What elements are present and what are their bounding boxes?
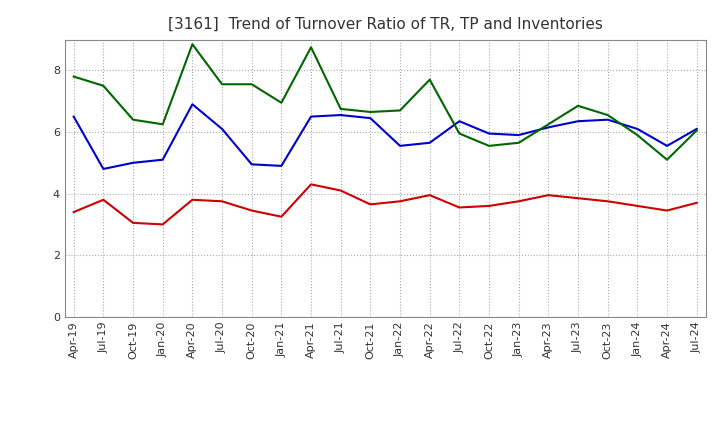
Inventories (574, 103, 582, 108)
Line: Inventories: Inventories (73, 44, 697, 160)
Trade Payables (248, 161, 256, 167)
Inventories (248, 81, 256, 87)
Trade Receivables (336, 188, 345, 193)
Line: Trade Receivables: Trade Receivables (73, 184, 697, 224)
Trade Payables (217, 126, 226, 132)
Inventories (217, 81, 226, 87)
Trade Receivables (188, 197, 197, 202)
Trade Receivables (603, 198, 612, 204)
Trade Receivables (396, 198, 405, 204)
Inventories (336, 106, 345, 111)
Trade Receivables (69, 209, 78, 215)
Trade Receivables (277, 214, 286, 219)
Inventories (455, 131, 464, 136)
Trade Receivables (129, 220, 138, 225)
Trade Receivables (485, 203, 493, 209)
Trade Payables (307, 114, 315, 119)
Inventories (396, 108, 405, 113)
Inventories (277, 100, 286, 105)
Inventories (129, 117, 138, 122)
Line: Trade Payables: Trade Payables (73, 104, 697, 169)
Inventories (307, 44, 315, 50)
Inventories (99, 83, 108, 88)
Inventories (662, 157, 671, 162)
Trade Payables (662, 143, 671, 148)
Trade Payables (603, 117, 612, 122)
Trade Payables (277, 163, 286, 169)
Inventories (693, 128, 701, 133)
Inventories (544, 121, 553, 127)
Inventories (158, 121, 167, 127)
Trade Payables (396, 143, 405, 148)
Trade Payables (544, 125, 553, 130)
Trade Receivables (544, 192, 553, 198)
Trade Receivables (574, 195, 582, 201)
Trade Payables (485, 131, 493, 136)
Trade Receivables (248, 208, 256, 213)
Trade Payables (366, 115, 374, 121)
Inventories (366, 109, 374, 114)
Trade Payables (158, 157, 167, 162)
Inventories (485, 143, 493, 148)
Trade Payables (455, 118, 464, 124)
Trade Receivables (99, 197, 108, 202)
Trade Receivables (693, 200, 701, 205)
Trade Payables (574, 118, 582, 124)
Title: [3161]  Trend of Turnover Ratio of TR, TP and Inventories: [3161] Trend of Turnover Ratio of TR, TP… (168, 16, 603, 32)
Trade Payables (69, 114, 78, 119)
Trade Receivables (158, 222, 167, 227)
Trade Receivables (455, 205, 464, 210)
Trade Receivables (217, 198, 226, 204)
Inventories (69, 74, 78, 79)
Inventories (603, 112, 612, 117)
Trade Receivables (426, 192, 434, 198)
Inventories (188, 41, 197, 47)
Trade Receivables (662, 208, 671, 213)
Inventories (426, 77, 434, 82)
Trade Receivables (307, 182, 315, 187)
Trade Payables (514, 132, 523, 138)
Inventories (633, 132, 642, 138)
Trade Payables (426, 140, 434, 145)
Trade Payables (188, 102, 197, 107)
Trade Payables (633, 126, 642, 132)
Trade Payables (336, 112, 345, 117)
Trade Receivables (633, 203, 642, 209)
Trade Payables (693, 126, 701, 132)
Inventories (514, 140, 523, 145)
Trade Receivables (514, 198, 523, 204)
Trade Payables (99, 166, 108, 172)
Trade Payables (129, 160, 138, 165)
Trade Receivables (366, 202, 374, 207)
